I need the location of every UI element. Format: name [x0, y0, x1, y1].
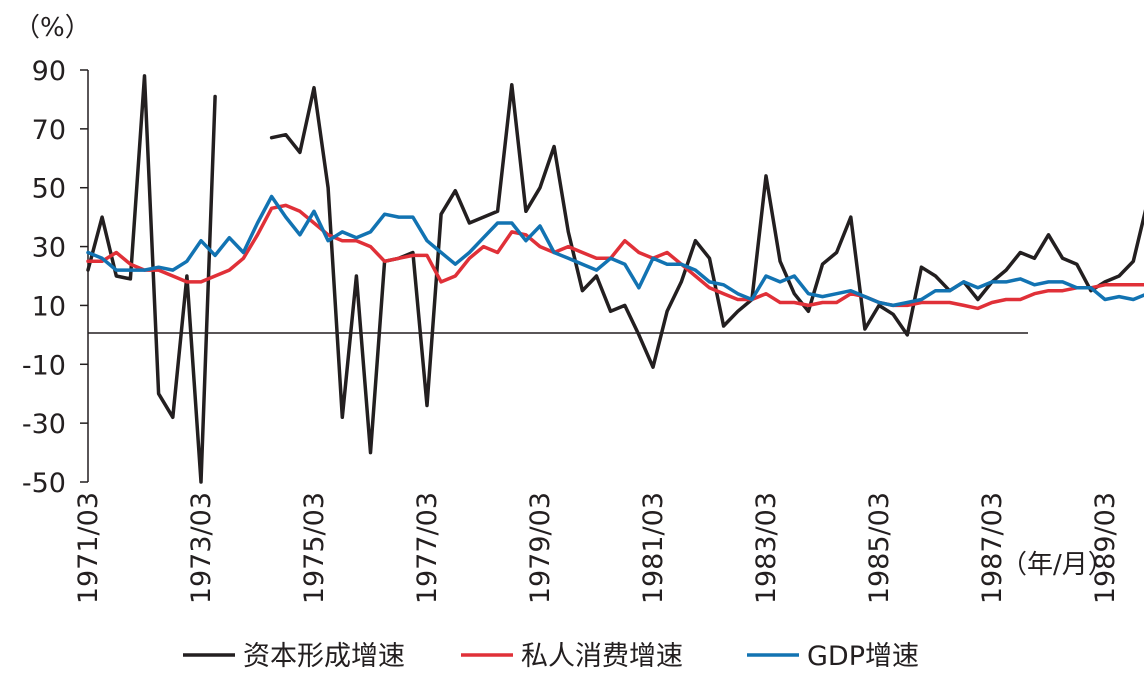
x-axis-unit: （年/月）: [1001, 550, 1114, 580]
y-tick-label: 30: [32, 233, 66, 264]
y-tick-label: -10: [22, 350, 66, 381]
axes: [87, 70, 1028, 482]
y-tick-label: 10: [32, 291, 66, 322]
y-tick-label: -30: [22, 409, 66, 440]
series-line-2: [86, 194, 1144, 308]
x-tick-label: 1979/03: [525, 492, 556, 604]
x-tick-label: 1973/03: [186, 492, 217, 604]
x-tick-label: 1981/03: [638, 492, 669, 604]
x-tick-label: 1987/03: [977, 492, 1008, 604]
y-axis-ticks: 90 70 50 30 10 -10 -30 -50: [22, 56, 88, 499]
y-tick-label: 50: [32, 174, 66, 205]
y-tick-label: 90: [32, 56, 66, 87]
x-tick-label: 1977/03: [412, 492, 443, 604]
x-axis-ticks: 1971/03 1973/03 1975/03 1977/03 1979/03 1981/…: [73, 492, 1121, 604]
x-tick-label: 1989/03: [1090, 492, 1121, 604]
legend-label-0: 资本形成增速: [243, 641, 405, 672]
series-line-1: [86, 203, 1144, 311]
x-tick-label: 1985/03: [864, 492, 895, 604]
legend-label-2: GDP增速: [807, 641, 919, 672]
series-lines: [86, 74, 1144, 484]
x-tick-label: 1975/03: [299, 492, 330, 604]
y-tick-label: -50: [22, 468, 66, 499]
y-axis-unit: （%）: [14, 13, 91, 43]
x-tick-label: 1983/03: [751, 492, 782, 604]
series-line-0: [86, 74, 1144, 484]
y-tick-label: 70: [32, 115, 66, 146]
legend-label-1: 私人消费增速: [521, 641, 683, 672]
legend: 资本形成增速 私人消费增速 GDP增速: [183, 641, 919, 672]
x-tick-label: 1971/03: [73, 492, 104, 604]
